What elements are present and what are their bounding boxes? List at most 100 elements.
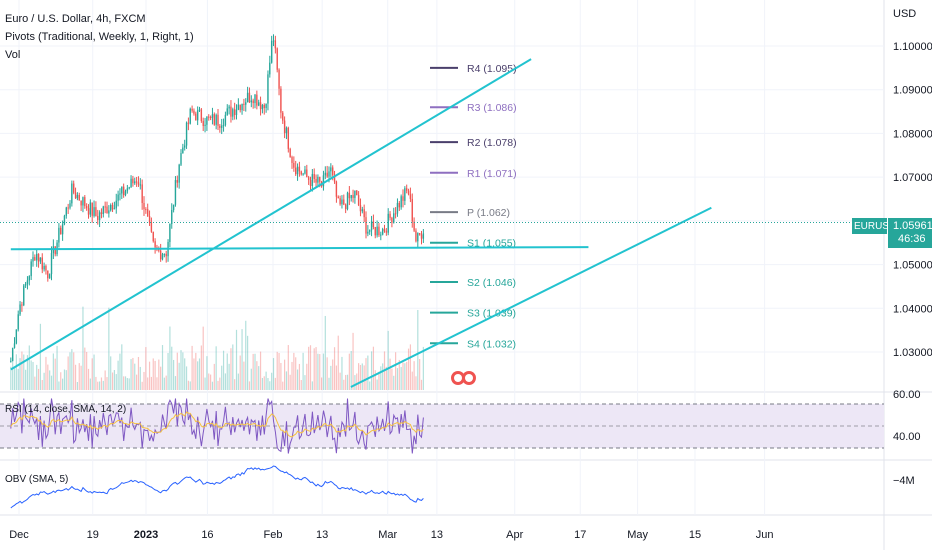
candle-body <box>172 204 175 211</box>
volume-bar <box>152 358 154 390</box>
symbol-legend[interactable]: Euro / U.S. Dollar, 4h, FXCM <box>5 13 146 25</box>
volume-bar <box>136 374 138 390</box>
volume-bar <box>291 361 293 390</box>
volume-bar <box>271 372 273 390</box>
volume-bar <box>333 347 336 390</box>
volume-bar <box>76 381 79 390</box>
candle-body <box>222 125 225 127</box>
candle-body <box>206 116 208 125</box>
volume-bar <box>143 371 145 390</box>
obv-legend[interactable]: OBV (SMA, 5) <box>5 474 69 485</box>
volume-bar <box>13 366 16 390</box>
rsi-tick-label: 40.00 <box>893 431 921 443</box>
volume-bar <box>80 365 82 390</box>
candle-body <box>106 206 108 214</box>
candle-body <box>47 270 49 279</box>
candle-body <box>187 122 190 124</box>
volume-bar <box>308 346 310 390</box>
volume-bar <box>37 368 40 390</box>
candle-body <box>307 177 310 180</box>
candle-body <box>28 276 31 281</box>
volume-bar <box>89 378 91 390</box>
volume-bar <box>191 345 193 390</box>
rsi-legend[interactable]: RSI (14, close, SMA, 14, 2) <box>5 404 127 415</box>
volume-bar <box>19 358 21 390</box>
volume-bar <box>145 347 147 390</box>
candle-body <box>124 191 127 196</box>
candle-body <box>381 229 384 235</box>
candle-body <box>280 88 282 113</box>
candle-body <box>374 226 376 236</box>
candle-body <box>154 241 156 248</box>
volume-bar <box>167 352 169 390</box>
volume-bar <box>245 320 247 390</box>
volume-bar <box>254 353 256 390</box>
candle-body <box>361 209 364 212</box>
volume-bar <box>39 323 42 390</box>
volume-bar <box>221 365 223 390</box>
volume-bar <box>28 345 30 390</box>
volume-legend[interactable]: Vol <box>5 49 21 61</box>
economic-event-flags[interactable] <box>451 371 476 385</box>
volume-bar <box>407 348 410 390</box>
candle-body <box>98 212 101 221</box>
volume-bar <box>248 381 251 390</box>
volume-bar <box>54 358 56 390</box>
candle-body <box>354 190 356 198</box>
pivots-legend[interactable]: Pivots (Traditional, Weekly, 1, Right, 1… <box>5 31 194 43</box>
volume-bar <box>300 380 302 390</box>
trendlines[interactable] <box>10 58 712 388</box>
candle-body <box>228 106 230 109</box>
volume-bar <box>12 353 14 390</box>
candle-body <box>65 207 68 216</box>
volume-bar <box>422 346 424 390</box>
candle-body <box>10 360 12 362</box>
candle-body <box>393 213 395 223</box>
volume-bar <box>132 357 134 390</box>
time-axis[interactable]: Dec 19 2023 16 Feb 13 Mar 13 Apr 17 May 15 Jun <box>9 529 773 541</box>
rsi-ma-line <box>10 411 424 438</box>
candle-body <box>232 109 234 117</box>
candle-body <box>108 210 110 214</box>
time-tick-label: 13 <box>316 529 328 541</box>
price-axis[interactable]: 1.10000 1.09000 1.08000 1.07000 1.05000 1.040… <box>893 41 932 487</box>
countdown-text: 46:36 <box>898 233 926 245</box>
volume-bar <box>197 361 199 390</box>
candle-body <box>163 253 166 255</box>
volume-bar <box>130 359 132 390</box>
candle-body <box>241 103 243 111</box>
candle-body <box>91 202 93 216</box>
volume-bar <box>195 352 197 390</box>
candle-body <box>93 207 95 216</box>
candle-body <box>60 227 62 235</box>
candle-body <box>141 184 143 203</box>
candle-body <box>34 257 36 261</box>
volume-bar <box>335 365 338 390</box>
volume-bar <box>198 358 201 390</box>
volume-bar <box>411 371 413 390</box>
candle-body <box>322 175 325 187</box>
volume-bar <box>187 380 190 390</box>
candle-body <box>111 204 114 210</box>
volume-bar <box>369 381 371 390</box>
volume-bar <box>106 377 108 390</box>
time-tick-label: 16 <box>201 529 213 541</box>
volume-bar <box>263 376 265 390</box>
volume-bar <box>134 363 136 390</box>
pivot-levels: R4 (1.095) R3 (1.086) R2 (1.078) R1 (1.071)… <box>430 63 517 350</box>
volume-bar <box>415 376 417 390</box>
candle-body <box>420 234 423 239</box>
candle-body <box>11 347 14 361</box>
time-tick-label: 17 <box>574 529 586 541</box>
volume-bar <box>359 364 362 390</box>
volume-bar <box>26 355 29 390</box>
volume-bar <box>315 347 317 390</box>
time-tick-label: Jun <box>756 529 774 541</box>
volume-bar <box>91 358 93 390</box>
volume-bar <box>193 358 195 390</box>
volume-bar <box>358 363 360 390</box>
candle-body <box>372 221 375 227</box>
time-tick-label: 13 <box>431 529 443 541</box>
candle-body <box>130 178 132 188</box>
